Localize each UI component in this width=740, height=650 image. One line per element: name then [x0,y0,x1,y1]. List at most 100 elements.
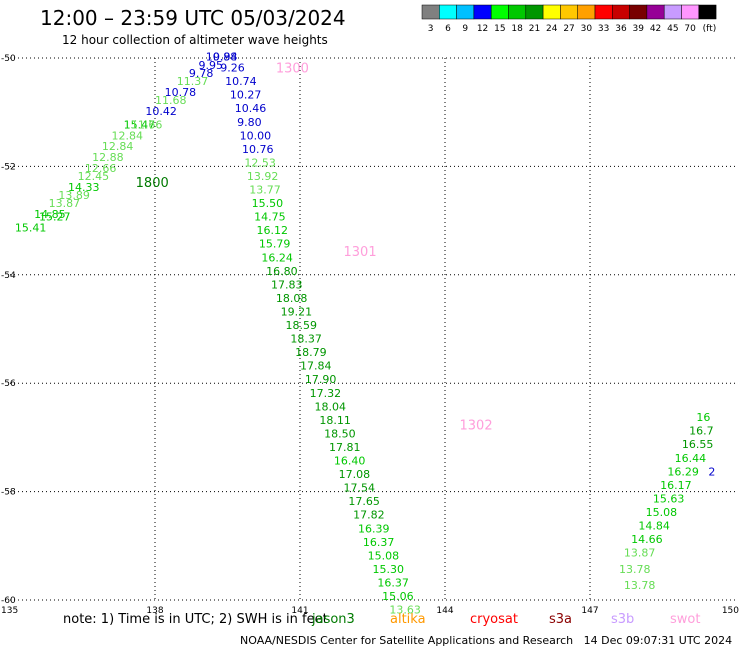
x-tick-label: 138 [146,606,163,616]
data-point-label: 18.11 [319,414,351,427]
data-point-label: 16.55 [682,438,714,451]
data-point-label: 9.80 [237,116,262,129]
data-point-label: 10.78 [165,86,197,99]
data-point-label: 14.33 [68,181,100,194]
data-point-label: 11.68 [155,94,187,107]
x-tick-label: 141 [291,606,308,616]
data-point-label: 15.08 [646,506,678,519]
data-point-label: 9.26 [220,62,245,75]
y-tick-label: -58 [1,488,16,498]
data-point-label: 11.66 [131,118,163,131]
data-point-label: 18.37 [290,333,322,346]
colorbar-swatch [663,4,682,20]
track-label: 1800 [136,176,169,191]
colorbar-swatch [594,4,613,20]
data-point-label: 10.42 [145,105,177,118]
x-tick-label: 135 [1,606,18,616]
y-tick-label: -54 [1,271,16,281]
satellite-legend-item: s3b [611,612,635,627]
colorbar-swatch [525,4,544,20]
data-point-label: 15.30 [373,563,405,576]
page-subtitle: 12 hour collection of altimeter wave hei… [62,33,328,47]
track-label: 1301 [344,245,377,260]
data-point-label: 10.46 [235,102,267,115]
colorbar-swatch [473,4,492,20]
x-tick-label: 144 [436,606,453,616]
data-point-label: 18.79 [295,346,327,359]
colorbar-label: 33 [598,24,609,34]
data-point-label: 18.50 [324,427,356,440]
data-point-label: 18.04 [315,400,347,413]
data-point-label: 13.63 [389,604,421,617]
data-point-label: 16.24 [261,251,293,264]
colorbar-swatch [508,4,527,20]
colorbar-label: (ft) [703,24,717,34]
note-text: note: 1) Time is in UTC; 2) SWH is in fe… [63,612,328,627]
data-point-label: 9.78 [189,67,214,80]
data-point-label: 13.87 [624,547,656,560]
data-point-label: 2 [708,465,715,478]
data-point-label: 17.32 [310,387,342,400]
data-point-label: 15.06 [382,590,414,603]
data-point-label: 17.84 [300,360,332,373]
data-point-label: 10.00 [240,129,271,142]
satellite-legend-item: s3a [549,612,573,627]
colorbar-swatch [646,4,665,20]
data-point-label: 15.79 [259,238,291,251]
data-point-label: 17.81 [329,441,361,454]
data-point-label: 12.53 [244,156,276,169]
data-point-label: 19.21 [281,305,313,318]
colorbar-label: 70 [684,24,696,34]
data-point-label: 10.88 [206,51,238,64]
x-tick-label: 147 [581,606,598,616]
colorbar-swatch [542,4,561,20]
data-point-label: 16.12 [257,224,289,237]
colorbar-swatch [612,4,630,20]
data-point-label: 11.37 [177,75,209,88]
data-point-label: 10.74 [225,75,256,88]
x-tick-label: 150 [722,606,739,616]
credit-text: NOAA/NESDIS Center for Satellite Applica… [240,634,733,647]
data-point-label: 15.27 [39,211,71,224]
colorbar-swatch [421,4,440,20]
track-label: 1302 [460,418,493,433]
page-title: 12:00 – 23:59 UTC 05/03/2024 [40,6,346,30]
colorbar-label: 24 [546,24,558,34]
satellite-legend-item: jason3 [312,612,355,627]
data-point-label: 10.76 [242,143,274,156]
data-point-label: 17.65 [348,495,380,508]
colorbar-label: 15 [494,24,505,34]
data-point-label: 16.39 [358,522,390,535]
satellite-legend-item: cryosat [470,612,518,627]
colorbar-label: 27 [563,24,574,34]
data-point-label: 12.88 [92,151,124,164]
data-point-label: 13.77 [249,184,281,197]
data-point-label: 14.66 [631,533,663,546]
data-point-label: 18.59 [286,319,318,332]
data-point-label: 12.45 [78,170,110,183]
data-point-label: 16.40 [334,455,366,468]
data-point-label: 17.54 [344,482,376,495]
data-point-label: 13.78 [624,579,656,592]
color-scale-legend: 3 6 9 12 15 18 21 24 27 30 33 36 39 42 45 70 (ft) [421,4,717,34]
colorbar-swatch [629,4,648,20]
y-tick-label: -56 [1,379,16,389]
colorbar-swatch [681,4,700,20]
data-point-label: 17.83 [271,278,303,291]
data-point-label: 12.84 [102,140,134,153]
data-point-label: 12.84 [112,129,144,142]
data-point-label: 16.80 [266,265,298,278]
data-point-label: 16 [696,411,710,424]
colorbar-swatch [698,4,717,20]
data-point-label: 13.92 [247,170,278,183]
colorbar-label: 39 [633,24,645,34]
data-point-label: 16.29 [667,465,699,478]
colorbar-label: 3 [428,24,434,34]
data-point-label: 13.78 [619,563,651,576]
data-point-label: 16.37 [377,576,409,589]
colorbar-swatch [577,4,596,20]
colorbar-label: 30 [581,24,593,34]
data-point-label: 15.41 [15,221,47,234]
